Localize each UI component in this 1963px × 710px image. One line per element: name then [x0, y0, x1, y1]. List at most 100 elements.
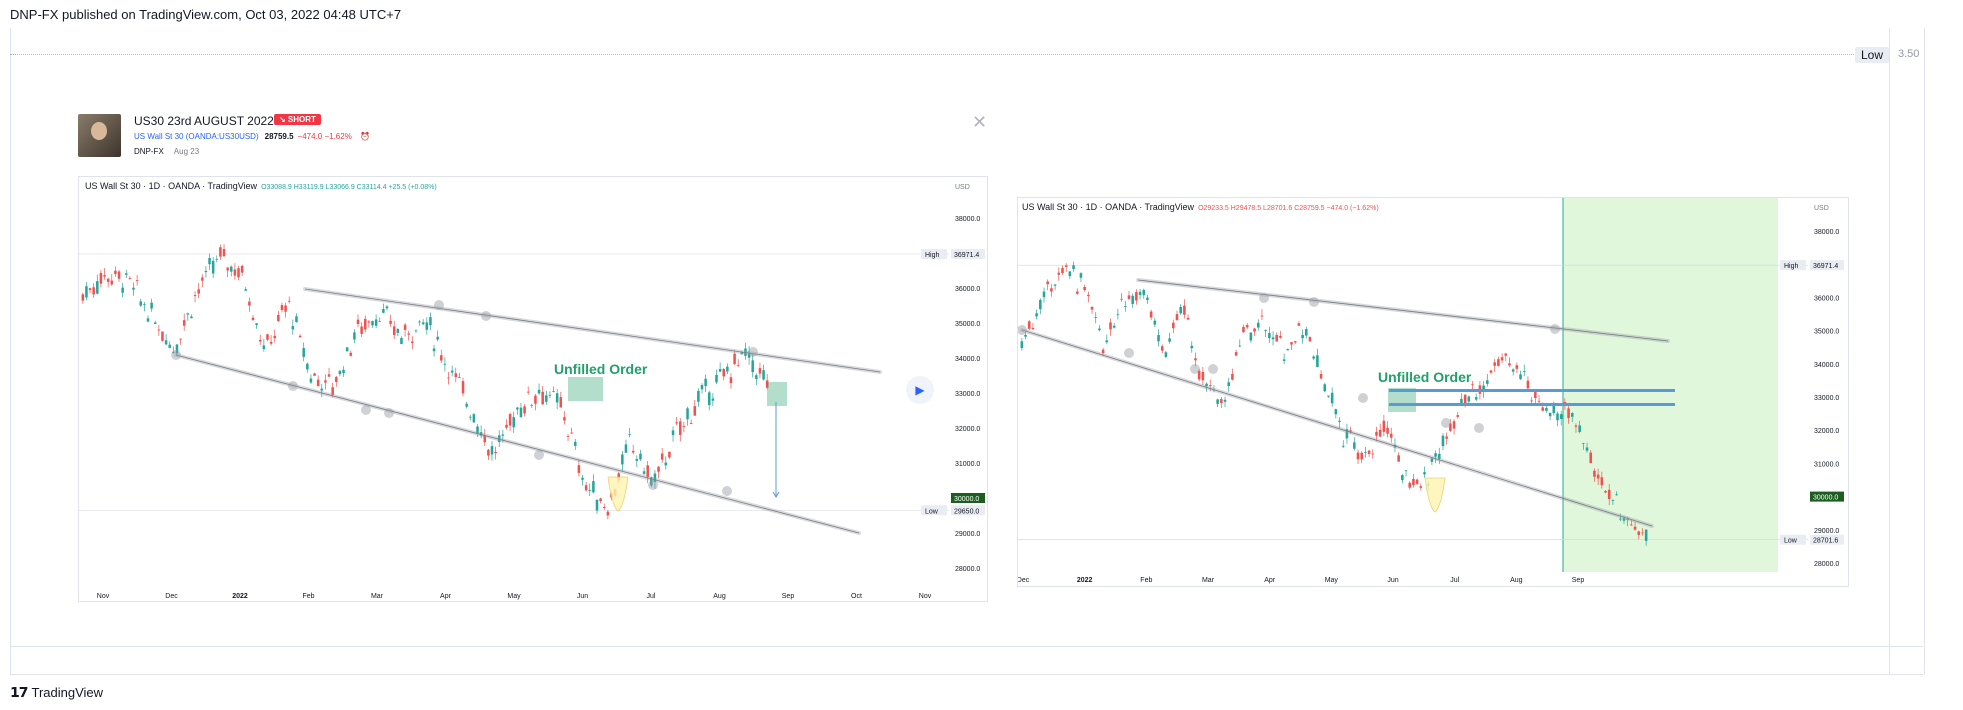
candle	[1356, 449, 1360, 465]
time-tick-label: Sep	[1572, 577, 1585, 584]
time-tick-label: Sep	[782, 593, 795, 600]
touch-point-marker	[1190, 364, 1200, 374]
candle	[1316, 348, 1319, 368]
candle	[552, 386, 555, 393]
candle	[1456, 411, 1460, 419]
candle	[117, 269, 121, 282]
price-tick-label: 31000.0	[1814, 461, 1839, 468]
author-avatar[interactable]	[78, 114, 121, 157]
candle	[740, 350, 744, 355]
touch-point-marker	[534, 450, 544, 460]
candle	[1301, 329, 1304, 344]
candle	[733, 350, 736, 366]
candle	[584, 482, 588, 492]
candle	[577, 460, 581, 477]
candle	[1323, 382, 1327, 393]
candle	[1142, 288, 1146, 299]
candle	[1615, 491, 1618, 496]
candle	[190, 314, 193, 319]
candle	[1574, 423, 1578, 433]
candle	[1585, 442, 1589, 453]
candle	[1186, 314, 1190, 321]
candle	[1305, 326, 1308, 339]
current-price-badge	[1810, 491, 1844, 502]
candle	[461, 377, 465, 397]
candle	[483, 429, 487, 446]
idea-title[interactable]: US30 23rd AUGUST 2022	[134, 114, 274, 128]
candle	[1404, 470, 1408, 477]
candle	[707, 390, 711, 411]
price-tick-label: 29000.0	[955, 531, 980, 538]
candle	[755, 373, 758, 386]
candle	[700, 383, 704, 394]
footer-brand-label: TradingView	[31, 685, 104, 700]
supply-demand-line[interactable]	[1389, 389, 1675, 392]
touch-point-marker	[171, 350, 181, 360]
candle	[682, 421, 686, 433]
time-tick-label: Dec	[1018, 577, 1030, 584]
candle	[1098, 325, 1101, 332]
candle	[161, 331, 164, 342]
published-by-line: DNP-FX published on TradingView.com, Oct…	[10, 7, 402, 22]
candle	[356, 314, 360, 328]
candle	[494, 446, 497, 460]
candle	[240, 264, 244, 277]
candle	[1593, 468, 1596, 482]
price-tick-label: 32000.0	[1814, 428, 1839, 435]
supply-demand-line[interactable]	[1389, 403, 1675, 406]
candle	[1327, 395, 1330, 398]
candle	[621, 451, 624, 472]
candle	[458, 372, 461, 379]
chart-left[interactable]: 38000.037000.036000.035000.034000.033000…	[78, 176, 988, 602]
touch-point-marker	[361, 405, 371, 415]
candle	[1567, 403, 1570, 424]
candle	[338, 369, 342, 377]
candle	[1253, 327, 1256, 336]
low-badge-label: Low	[925, 508, 939, 515]
candle	[1619, 513, 1622, 522]
candle	[595, 499, 599, 514]
unfilled-order-zone	[568, 377, 603, 401]
candle	[1504, 353, 1508, 362]
alarm-clock-icon[interactable]: ⏰	[360, 132, 371, 141]
symbol-link[interactable]: US Wall St 30 (OANDA:US30USD)	[134, 132, 259, 141]
short-badge: ↘ SHORT	[274, 114, 321, 125]
chart-canvas[interactable]: 38000.037000.036000.035000.034000.033000…	[79, 177, 989, 603]
candle	[668, 451, 671, 460]
candle	[1083, 284, 1086, 292]
candle	[762, 364, 765, 381]
candle	[1419, 483, 1423, 491]
candle	[1234, 349, 1238, 357]
time-tick-label: Feb	[302, 593, 314, 600]
frame-divider	[10, 646, 1923, 647]
touch-point-marker	[1358, 393, 1368, 403]
candle	[1371, 449, 1375, 459]
candle	[320, 383, 324, 398]
candle	[1079, 272, 1083, 283]
candle	[1570, 412, 1574, 422]
chart-right[interactable]: 38000.037000.036000.035000.034000.033000…	[1017, 197, 1849, 587]
candle	[128, 276, 132, 280]
candle	[371, 320, 374, 329]
candle	[1375, 426, 1378, 442]
touch-point-marker	[1474, 423, 1484, 433]
candle	[704, 374, 707, 393]
footer-brand[interactable]: 𝟭𝟳 TradingView	[10, 684, 103, 701]
candle	[1175, 310, 1179, 321]
candle	[1064, 262, 1068, 272]
candle	[1534, 389, 1537, 405]
target-box[interactable]	[767, 382, 787, 406]
author-name[interactable]: DNP-FX	[134, 147, 164, 156]
close-icon[interactable]: ✕	[972, 112, 988, 132]
candle	[1423, 466, 1426, 478]
chart-canvas[interactable]: 38000.037000.036000.035000.034000.033000…	[1018, 198, 1850, 588]
idea-date: Aug 23	[173, 147, 200, 156]
candle	[559, 391, 563, 408]
candle	[226, 267, 229, 278]
play-replay-button[interactable]: ▶	[906, 376, 934, 404]
candle	[164, 334, 168, 346]
candle	[1138, 288, 1142, 300]
candle	[1526, 376, 1530, 392]
chart-left-ohlc: O33088.9 H33119.9 L33066.9 C33114.4 +25.…	[261, 184, 437, 191]
candle	[1075, 288, 1079, 295]
